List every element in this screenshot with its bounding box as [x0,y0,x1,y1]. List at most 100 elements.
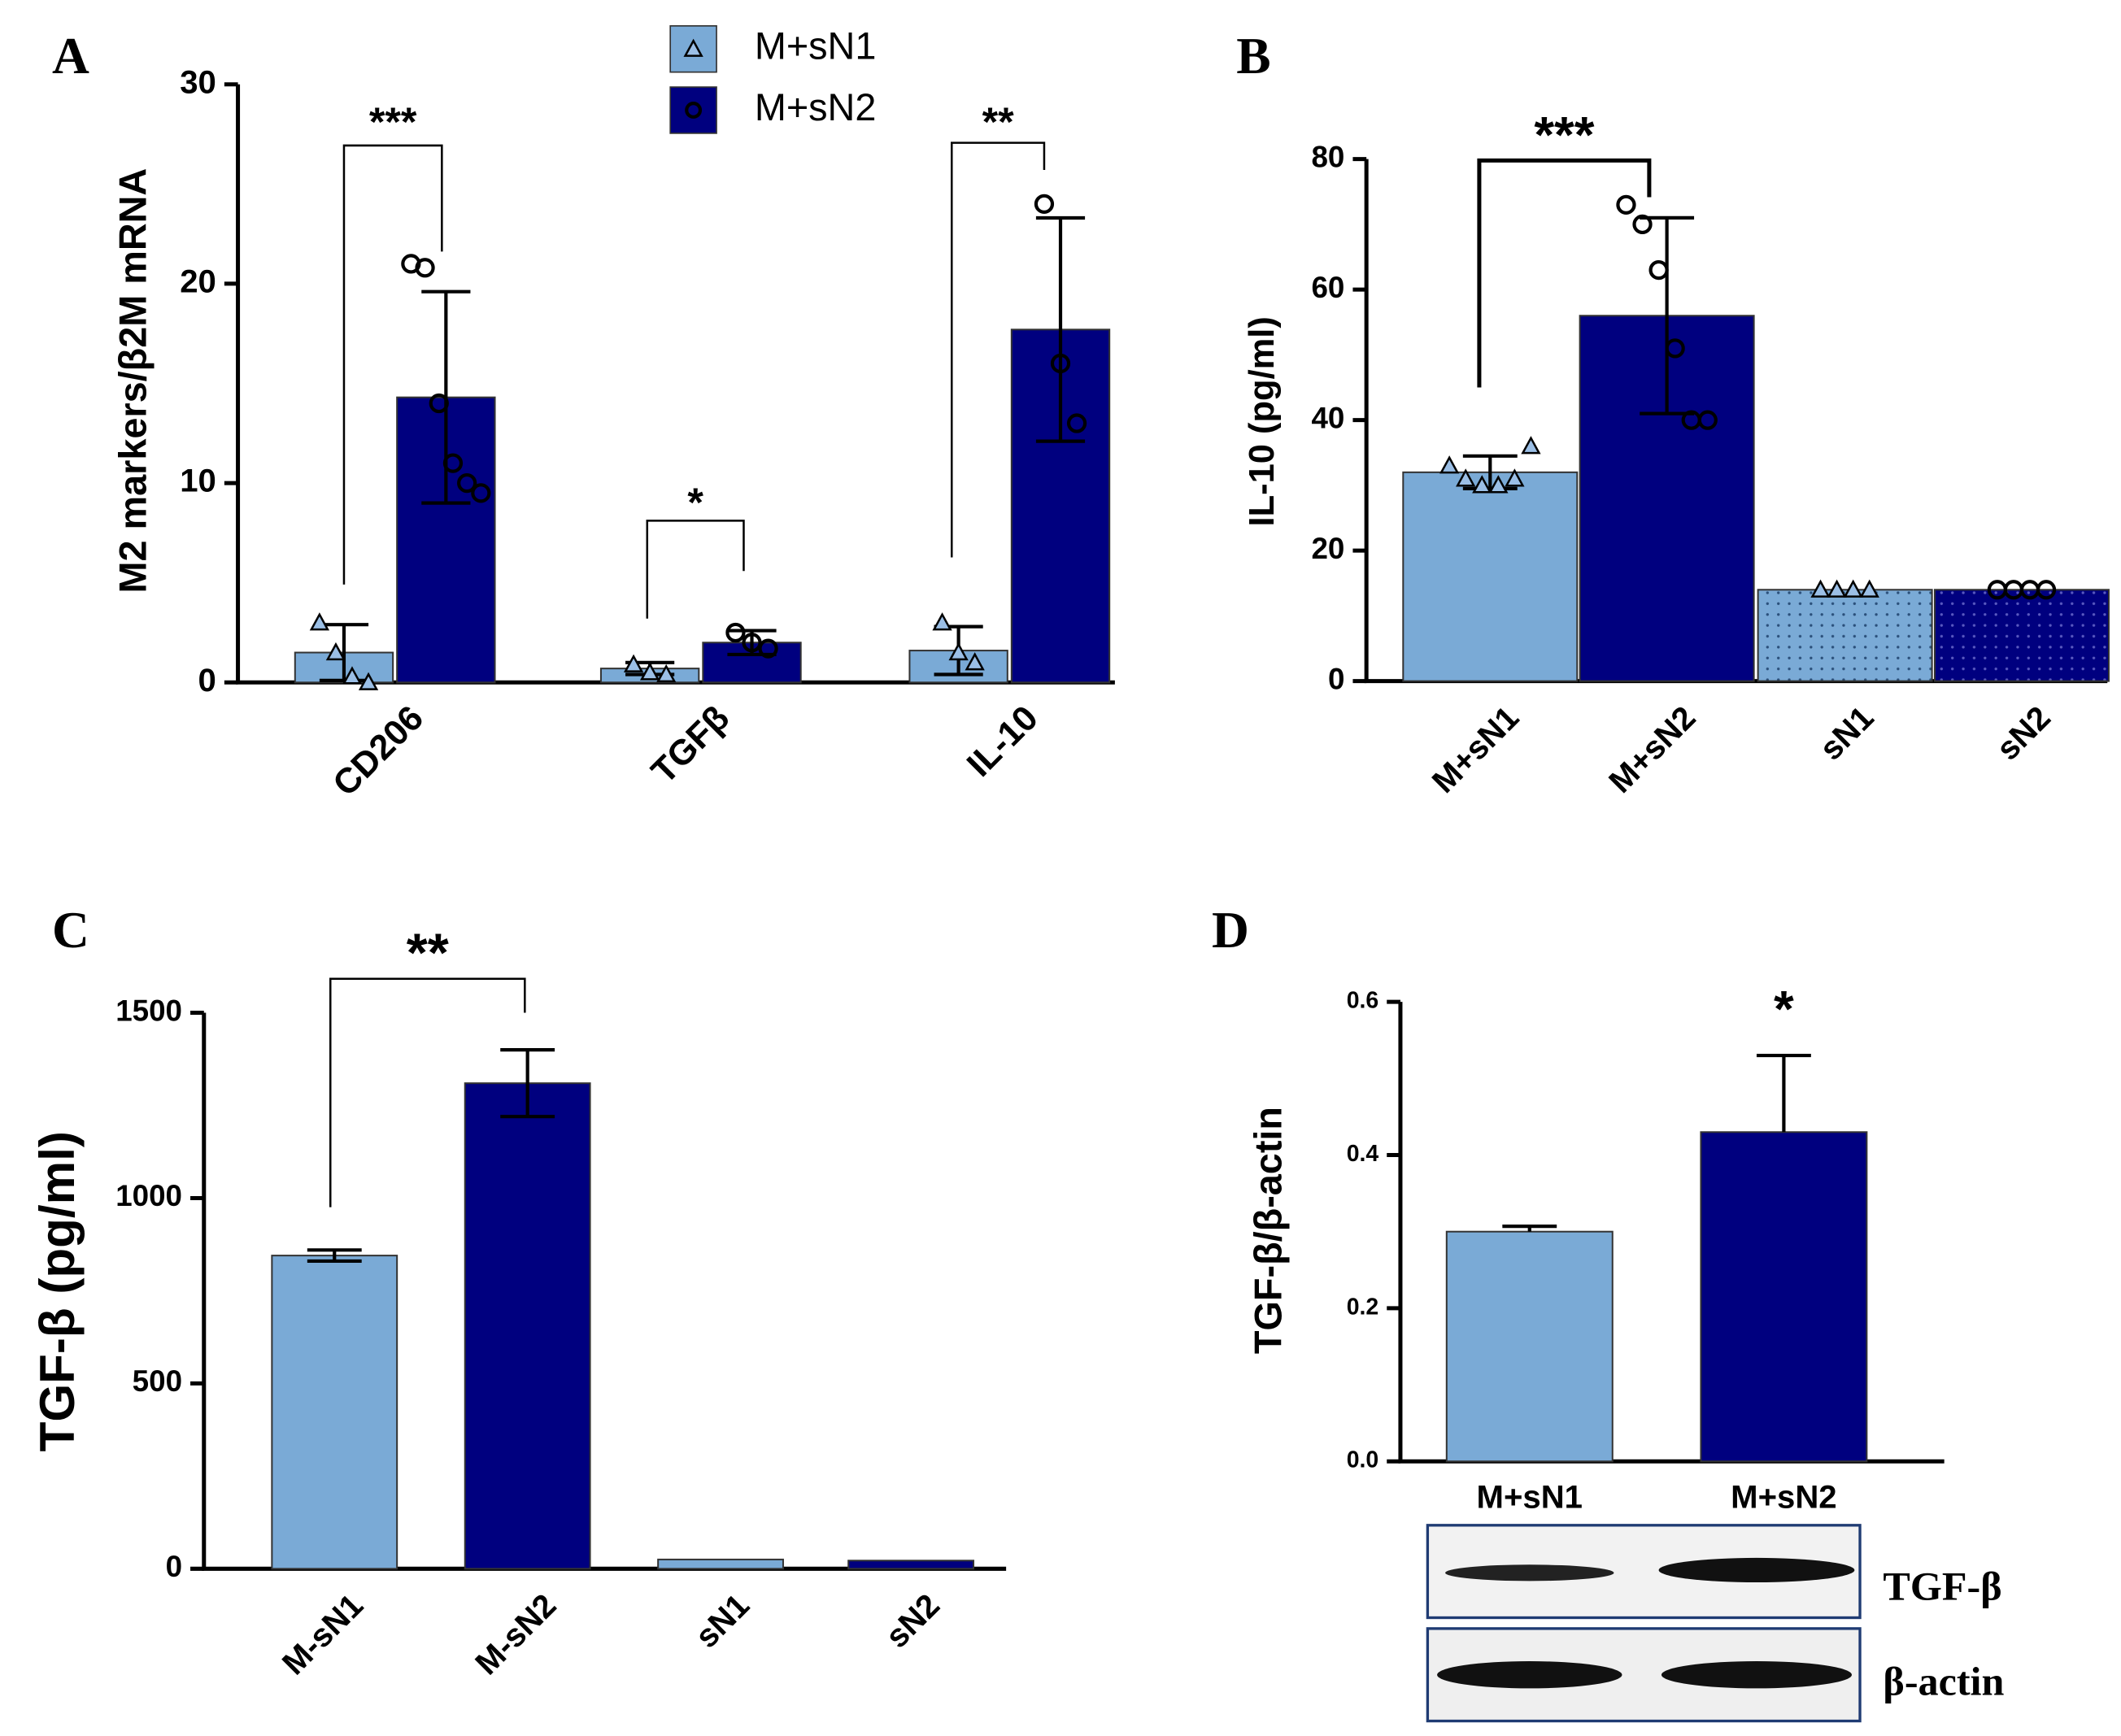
y-tick-label: 500 [133,1364,182,1398]
error-bar [1502,1225,1557,1232]
data-point [325,642,346,661]
panel-label: C [52,901,89,959]
error-bar [1035,215,1086,443]
y-axis-label: M2 markers/β2M mRNA [112,168,155,594]
bar [1402,471,1579,682]
significance-label: *** [369,99,417,145]
y-tick-label: 0 [1328,662,1344,695]
y-tick-label: 0.0 [1347,1447,1379,1473]
y-tick-label: 0 [198,662,216,698]
significance-label: *** [1534,106,1594,163]
y-axis-label: TGF-β/β-actin [1247,1107,1289,1354]
x-tick-label: M-sN2 [468,1586,564,1682]
significance-bracket [646,520,745,619]
data-point [342,666,363,685]
data-point [758,638,778,659]
y-tick-label: 10 [180,463,216,499]
y-tick-label: 1500 [115,994,182,1027]
data-point [1488,475,1509,494]
data-point [309,612,330,631]
panel-label: B [1236,27,1270,85]
x-tick-label: M+sN2 [1602,699,1703,800]
y-tick-label: 1000 [115,1179,182,1212]
axes [236,84,1115,685]
data-point [1648,259,1669,281]
bar [464,1082,591,1570]
data-point [442,453,464,473]
y-tick-label: 20 [1311,532,1344,565]
data-point [639,662,660,681]
y-tick-label: 30 [180,63,216,100]
y-axis-label: IL-10 (pg/ml) [1243,316,1282,526]
bar [1445,1230,1614,1463]
data-point [1066,413,1087,433]
data-point [965,652,985,671]
bar [657,1558,784,1570]
significance-label: * [1774,980,1794,1038]
x-tick-label: M+sN1 [1477,1479,1583,1516]
y-axis-label: TGF-β (pg/ml) [30,1131,85,1451]
data-point [1632,214,1653,235]
data-point [623,654,644,672]
legend-label: M+sN2 [755,86,877,128]
legend-marker [685,102,703,119]
x-tick-label: sN1 [1813,699,1881,768]
data-point [656,664,677,683]
data-point [1827,579,1847,598]
x-tick-label: M+sN2 [1731,1479,1836,1516]
error-bar [307,1248,362,1264]
x-tick-label: M+sN1 [1425,699,1526,800]
y-tick-label: 80 [1311,140,1344,173]
x-tick-label: sN2 [878,1586,947,1655]
blot-label: β-actin [1883,1659,2004,1704]
significance-label: * [687,480,703,525]
data-point [1665,338,1685,359]
y-tick-label: 60 [1311,271,1344,304]
y-tick-label: 0.2 [1347,1294,1379,1320]
significance-label: ** [982,99,1015,145]
panel-label: A [52,27,89,85]
legend-marker [683,38,703,57]
significance-bracket [329,977,526,1207]
legend-label: M+sN1 [755,25,877,67]
data-point [1810,579,1831,598]
data-point [1050,353,1071,374]
x-tick-label: TGFβ [644,698,737,791]
y-tick-label: 0.6 [1347,988,1379,1014]
data-point [1439,455,1460,474]
significance-bracket [951,141,1046,558]
x-tick-label: IL-10 [960,698,1046,785]
y-tick-label: 40 [1311,401,1344,434]
bar [271,1255,399,1570]
data-point [429,393,449,414]
y-tick-label: 0 [166,1550,182,1583]
legend-swatch [669,86,717,134]
data-point [1521,436,1541,455]
x-tick-label: sN2 [1989,699,2058,768]
error-bar [500,1048,555,1119]
data-point [358,672,379,690]
error-bar [1462,454,1518,490]
data-point [1472,475,1492,494]
panel-label: D [1212,901,1249,959]
bar [1933,589,2110,682]
data-point [948,642,969,661]
bar [847,1560,975,1570]
data-point [1616,194,1636,215]
data-point [725,622,746,643]
data-point [457,472,477,494]
blot-label: TGF-β [1883,1564,2001,1609]
data-point [1505,468,1525,487]
bar [1757,589,1933,682]
data-point [932,612,952,631]
data-point [2036,580,2057,600]
data-point [1456,468,1476,487]
y-tick-label: 0.4 [1347,1141,1379,1167]
error-bar [1756,1054,1811,1133]
western-blot [1426,1524,1862,1723]
data-point [415,258,435,278]
significance-label: ** [407,923,449,984]
x-tick-label: M-sN1 [275,1586,370,1682]
